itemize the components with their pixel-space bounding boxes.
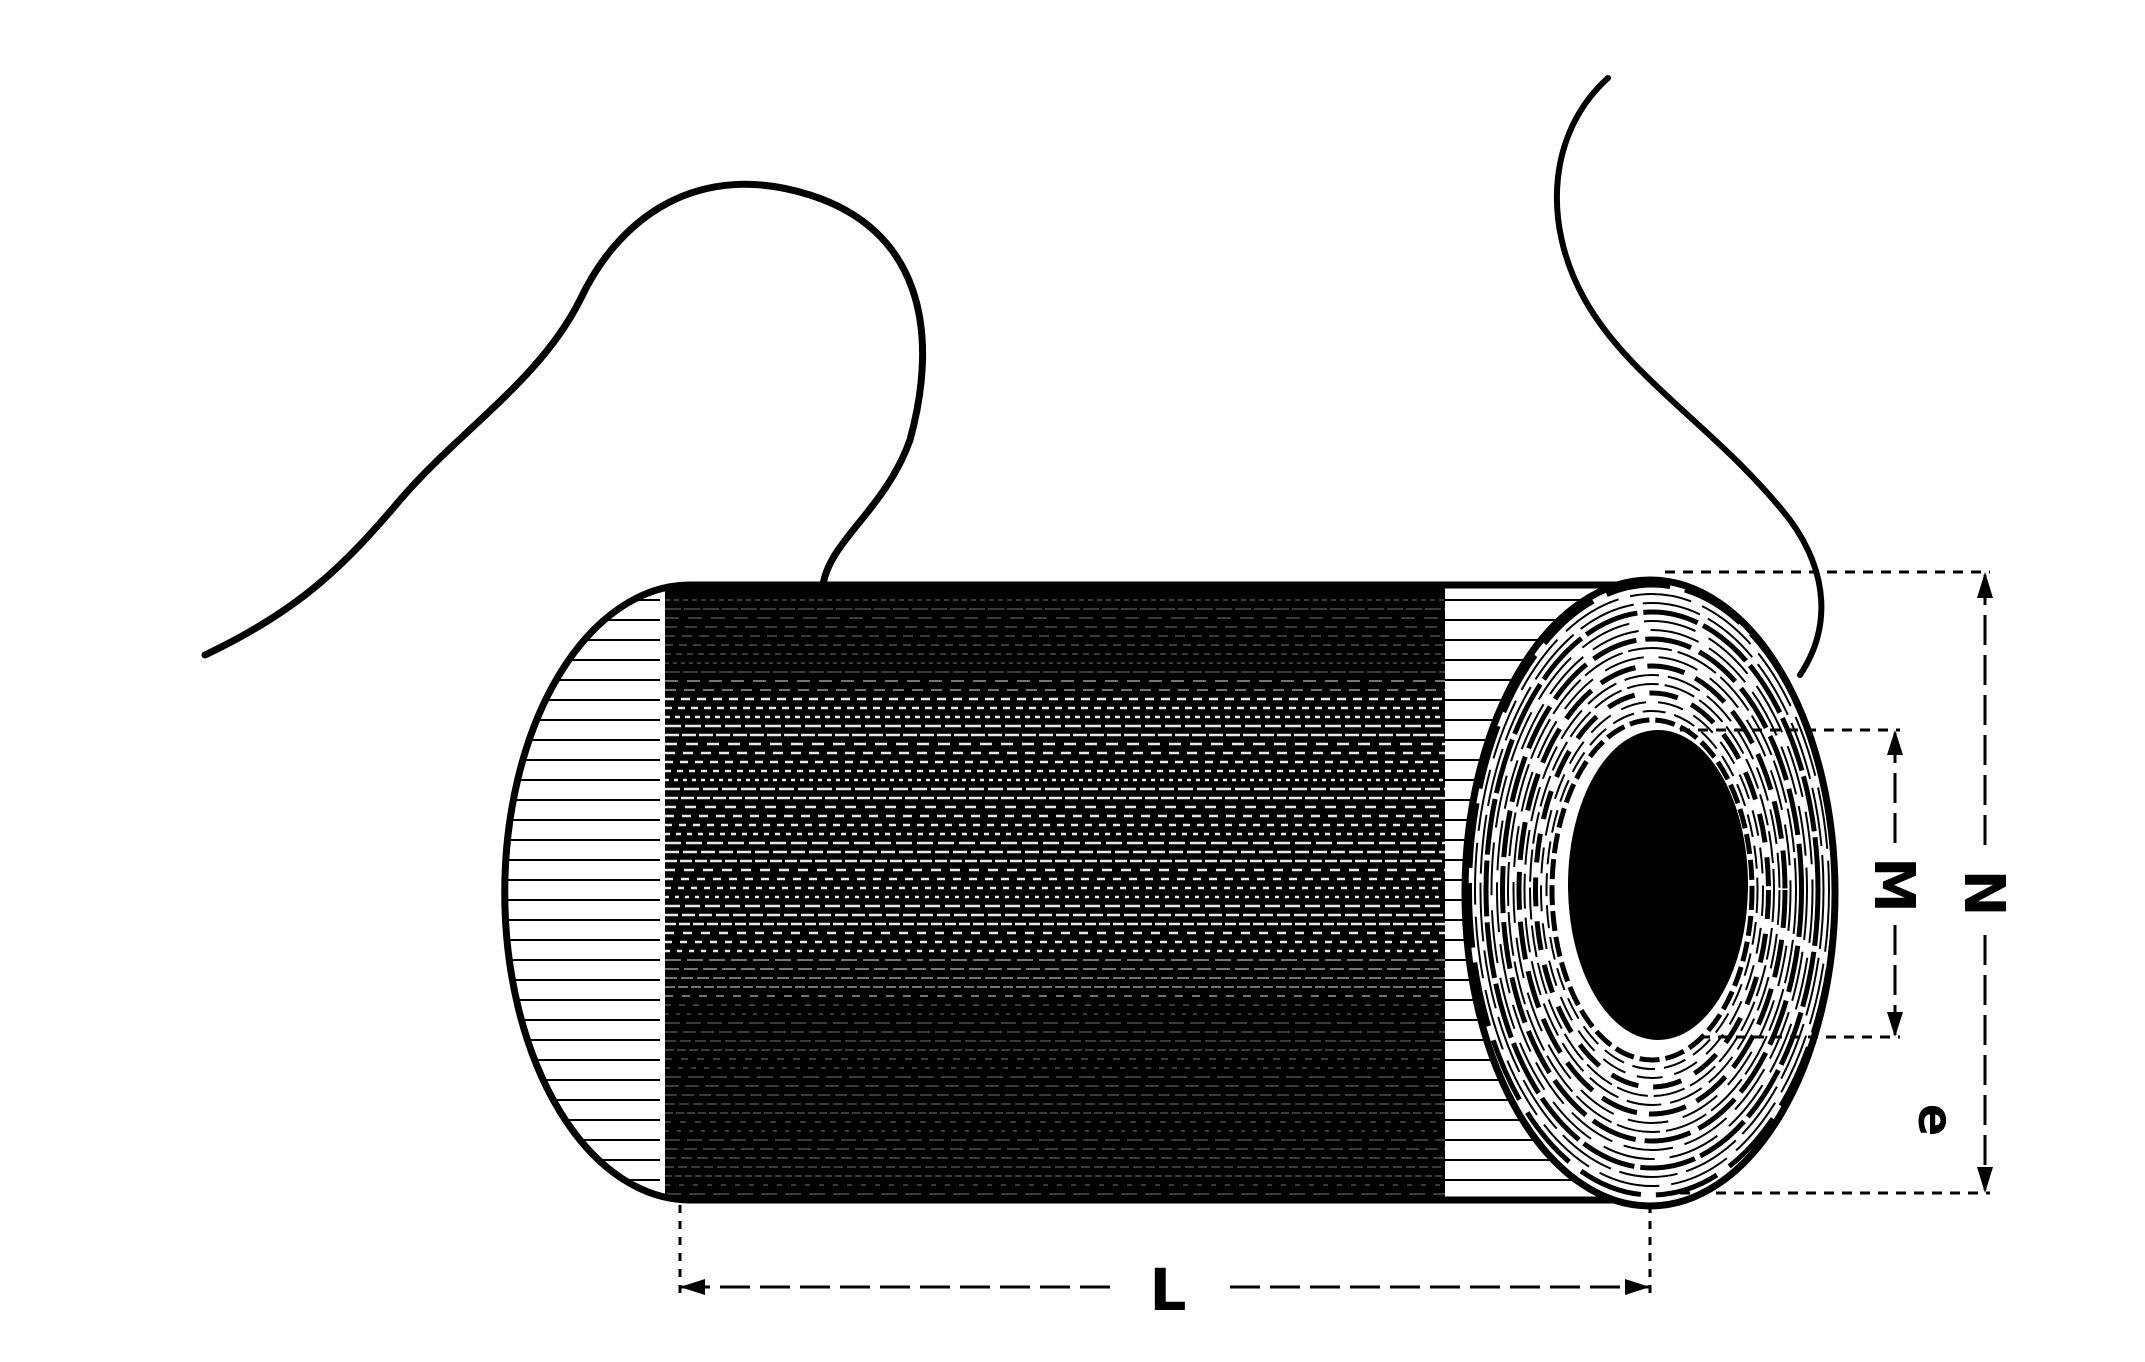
length-label: L (1150, 1256, 1187, 1324)
winding-depth-label: e (1907, 1104, 1963, 1137)
outer-diameter-dimension (1665, 570, 1993, 1195)
coil-end-face (1461, 576, 1839, 1210)
coil-outline (501, 581, 1650, 1204)
length-dimension (678, 1205, 1652, 1300)
coil-bore (1568, 730, 1748, 1040)
outer-diameter-label: N (1951, 870, 2016, 917)
inner-diameter-dimension (1680, 728, 1903, 1039)
winding-band (665, 585, 1445, 1200)
left-lead-wire (201, 180, 927, 659)
right-lead-wire (1553, 75, 1825, 678)
inner-diameter-label: M (1861, 857, 1926, 913)
